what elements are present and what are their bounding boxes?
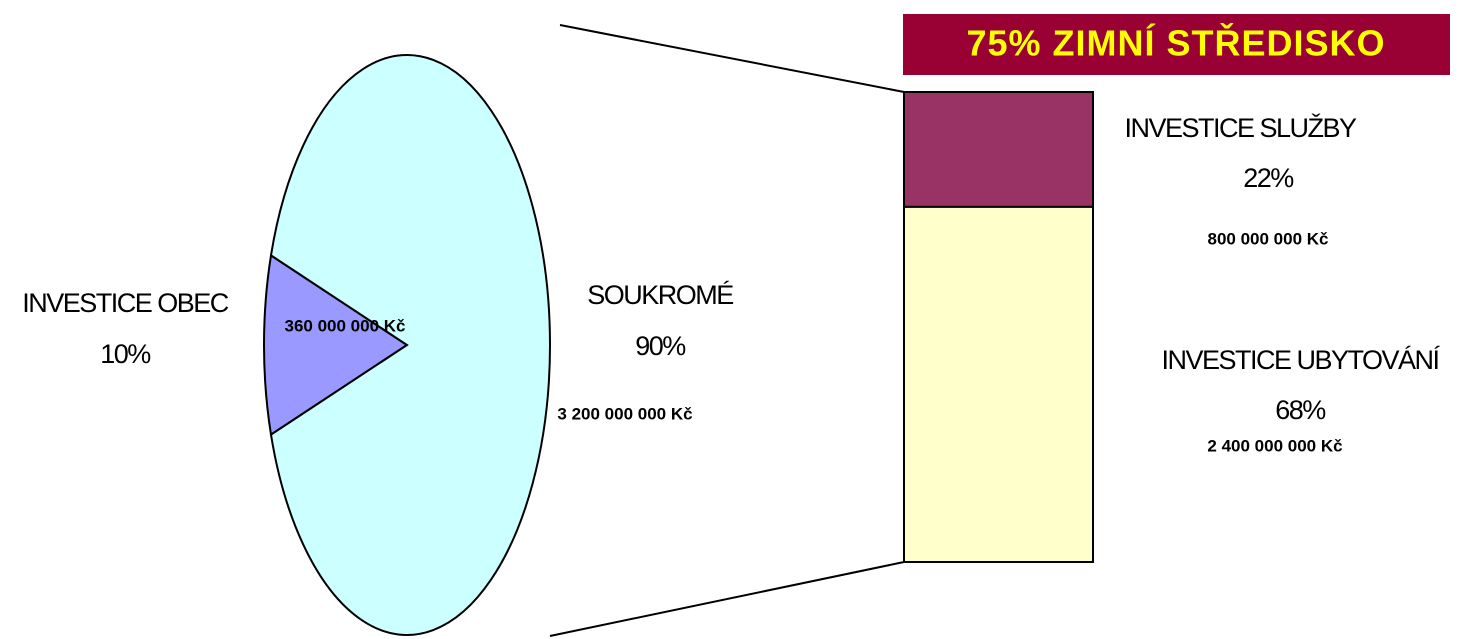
connector-line xyxy=(559,24,905,93)
slice-amount-label: 360 000 000 Kč xyxy=(285,316,406,335)
segment-value-label: 68% xyxy=(1275,395,1326,425)
segment-value-label: 22% xyxy=(1243,163,1294,193)
slice-value-label: 90% xyxy=(635,331,686,361)
pie-slice xyxy=(263,253,409,437)
bar-segment xyxy=(903,91,1094,208)
connector-line xyxy=(549,561,905,637)
title-box xyxy=(903,14,1450,75)
segment-label: INVESTICE SLUŽBY xyxy=(1124,112,1357,143)
slice-value-label: 10% xyxy=(100,339,151,369)
segment-label: INVESTICE UBYTOVÁNÍ xyxy=(1161,345,1440,375)
chart-title: 75% ZIMNÍ STŘEDISKO xyxy=(966,22,1385,64)
marks xyxy=(263,54,1094,636)
slice-label: SOUKROMÉ xyxy=(587,280,733,310)
pie-slice xyxy=(269,54,551,636)
slice-amount-label: 3 200 000 000 Kč xyxy=(557,404,692,423)
segment-amount-label: 2 400 000 000 Kč xyxy=(1207,436,1342,455)
slice-label: INVESTICE OBEC xyxy=(22,288,229,318)
segment-amount-label: 800 000 000 Kč xyxy=(1208,229,1329,248)
bar-segment xyxy=(903,205,1094,563)
